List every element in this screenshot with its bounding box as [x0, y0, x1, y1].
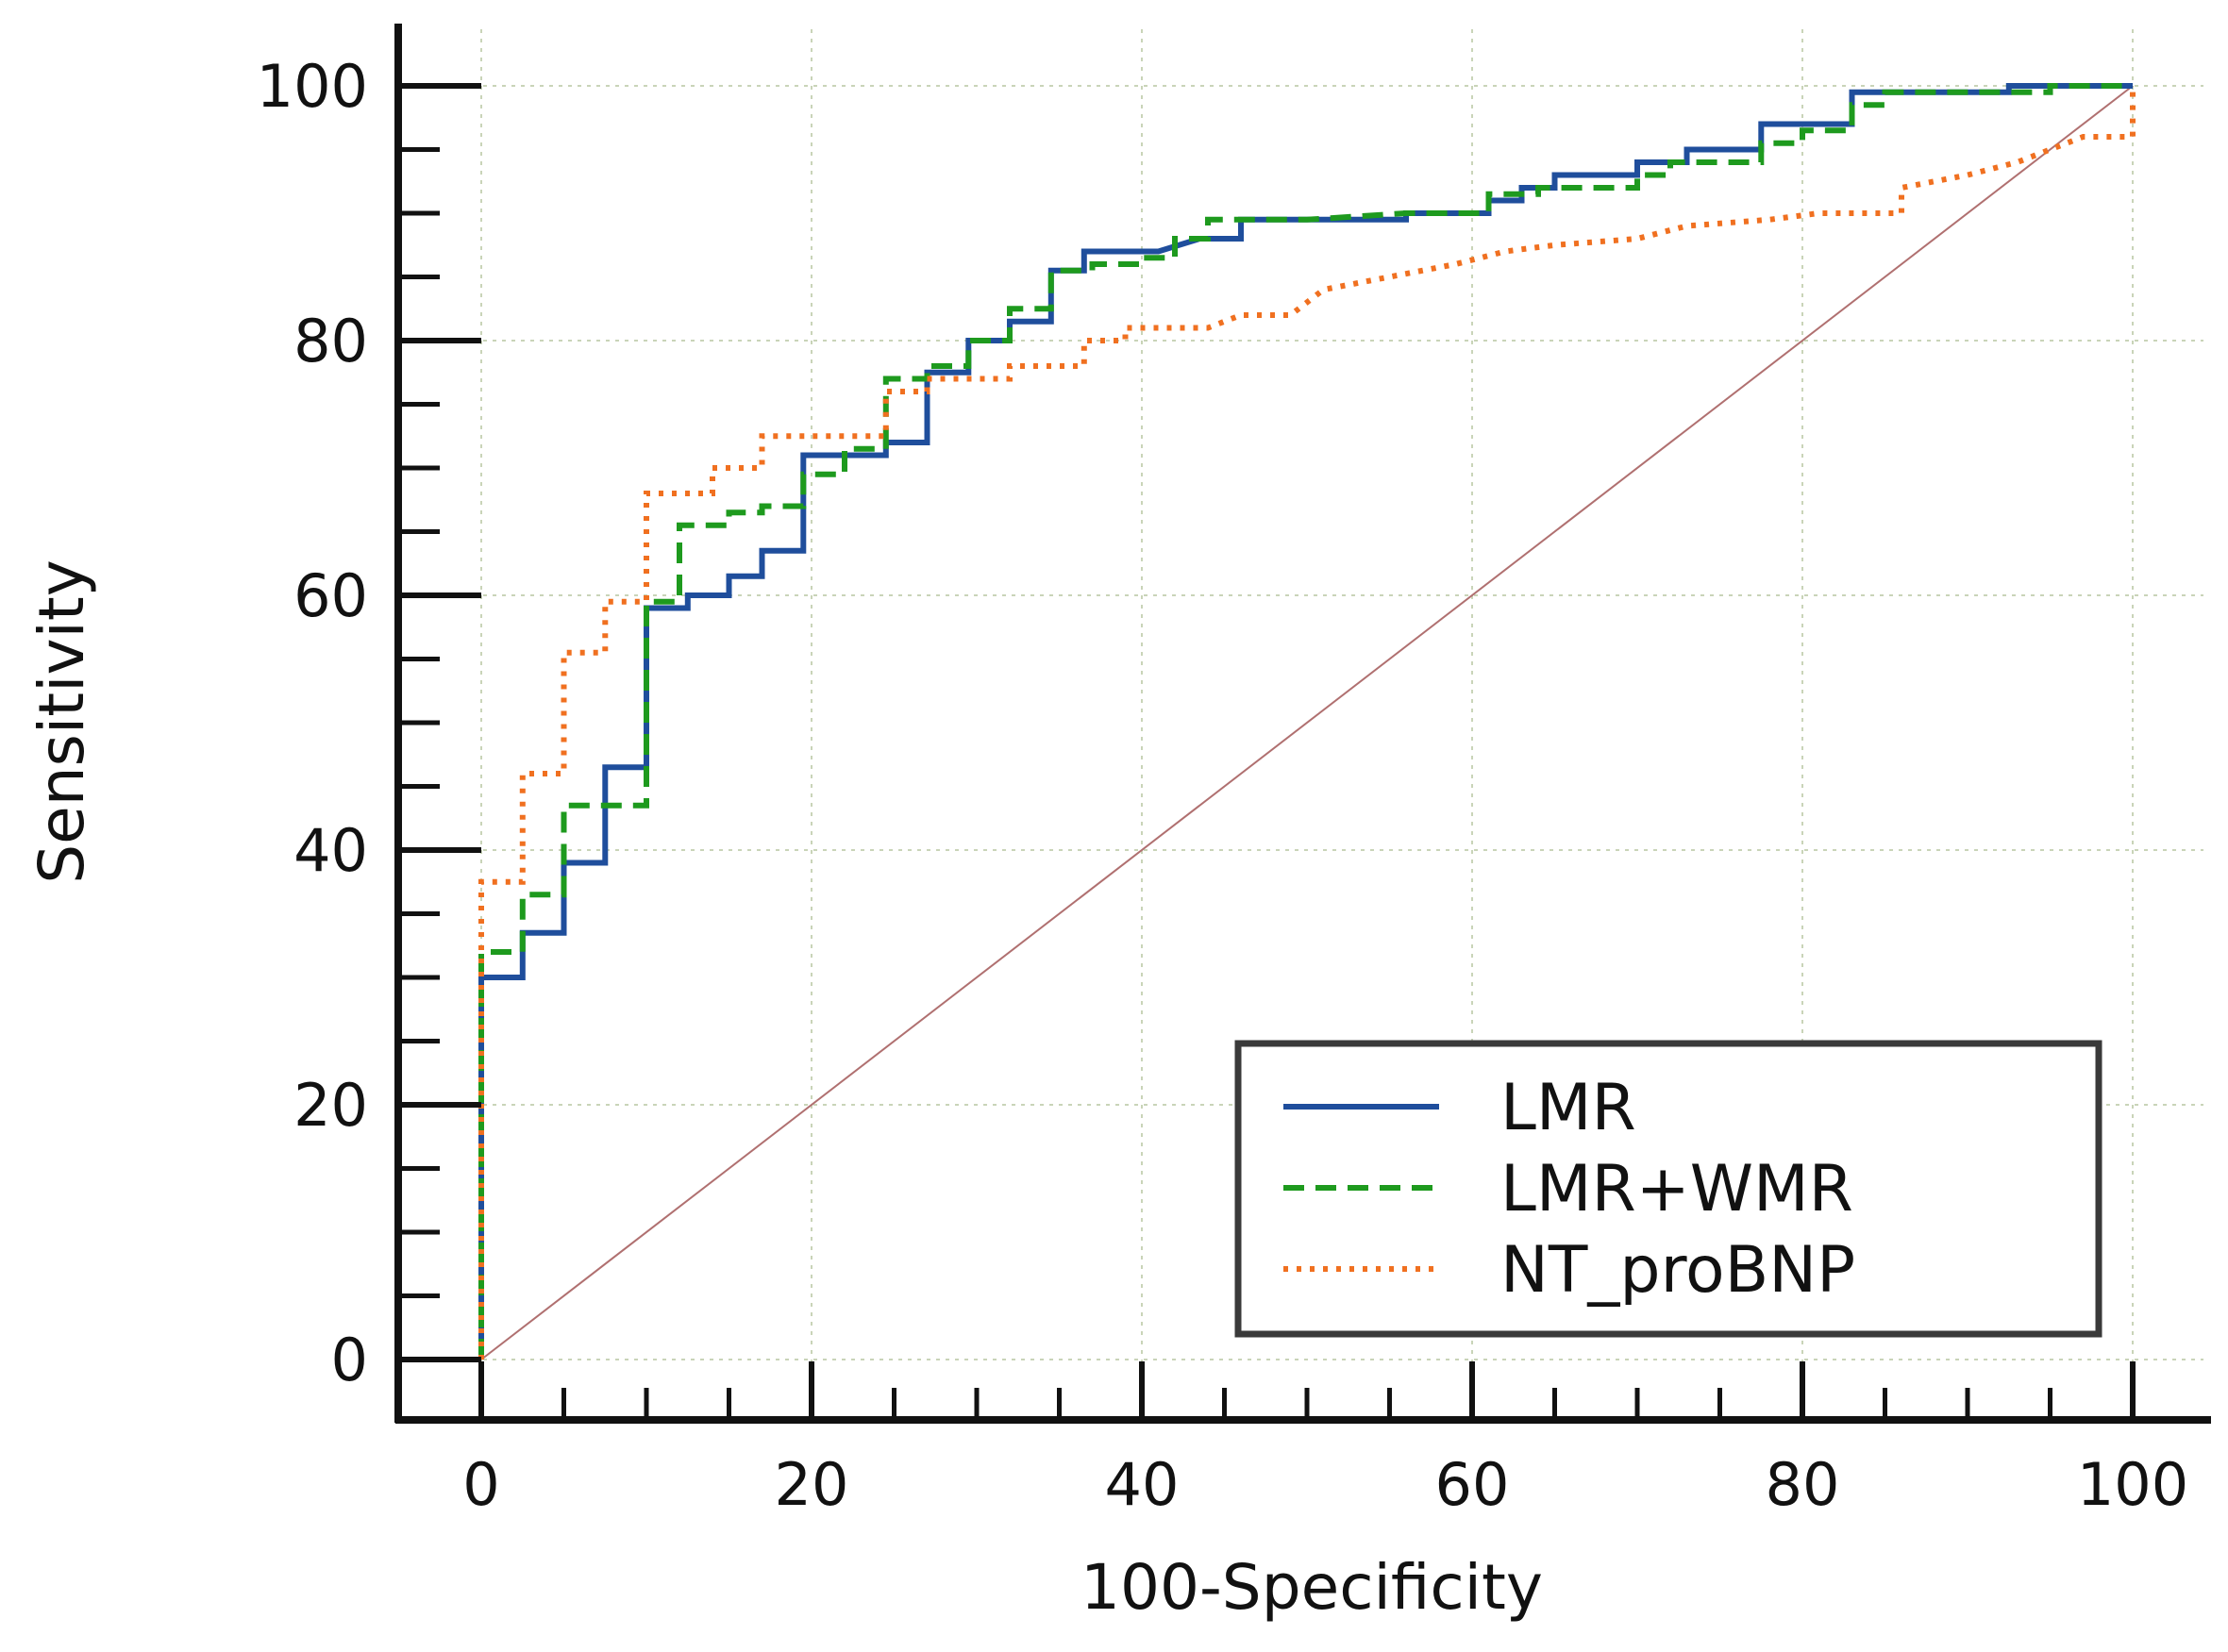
x-axis-title: 100-Specificity — [1080, 1551, 1543, 1624]
y-tick-label: 60 — [293, 561, 368, 630]
x-tick-label: 0 — [462, 1450, 499, 1519]
series-line-lmr-wmr — [478, 83, 2133, 1360]
y-tick-label: 80 — [293, 307, 368, 375]
x-tick-label: 60 — [1435, 1450, 1510, 1519]
ticks — [398, 83, 2136, 1420]
series-line-lmr — [478, 83, 2133, 1360]
legend-label: LMR — [1500, 1071, 1636, 1145]
legend-label: NT_proBNP — [1500, 1233, 1855, 1308]
reference-diagonal — [480, 85, 2134, 1360]
y-tick-label: 40 — [293, 816, 368, 885]
x-tick-label: 40 — [1105, 1450, 1180, 1519]
y-tick-label: 100 — [257, 52, 368, 121]
x-tick-label: 100 — [2077, 1450, 2188, 1519]
y-tick-label: 20 — [293, 1071, 368, 1140]
x-tick-label: 20 — [775, 1450, 849, 1519]
legend-label: LMR+WMR — [1500, 1152, 1853, 1226]
y-tick-label: 0 — [331, 1326, 368, 1394]
y-axis-title: Sensitivity — [25, 559, 98, 884]
tick-labels: 0 20 40 60 80 100 0 20 40 60 80 100 — [257, 52, 2189, 1519]
x-tick-label: 80 — [1766, 1450, 1840, 1519]
series-layer — [478, 83, 2136, 1360]
reference-line — [480, 85, 2134, 1360]
